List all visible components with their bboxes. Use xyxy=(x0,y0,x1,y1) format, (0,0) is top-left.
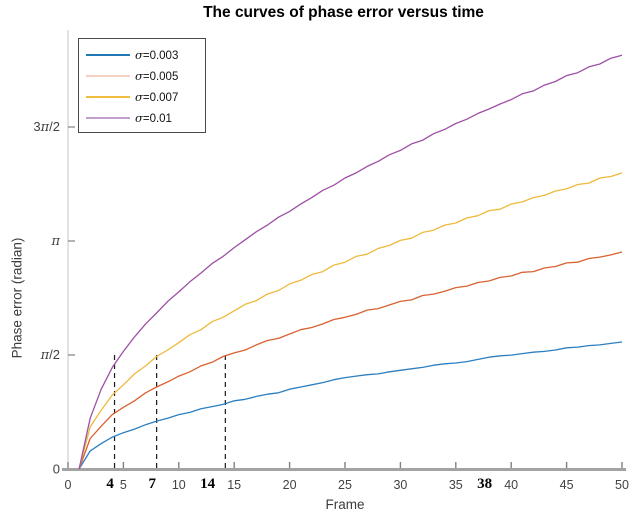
legend-label: σ=0.005 xyxy=(135,68,179,83)
x-tick-label: 0 xyxy=(64,478,72,492)
legend-label: σ=0.003 xyxy=(135,47,179,62)
legend-line-sample xyxy=(86,74,130,77)
x-tick-label: 15 xyxy=(227,478,242,492)
x-tick-label: 20 xyxy=(282,478,297,492)
legend-label: σ=0.01 xyxy=(135,110,172,125)
x-tick-label: 10 xyxy=(171,478,186,492)
curve-σ=0.005 xyxy=(78,251,623,470)
legend-item: σ=0.007 xyxy=(79,86,205,107)
curve-σ=0.01 xyxy=(78,54,623,470)
legend-line-sample xyxy=(86,53,130,56)
x-tick-label: 35 xyxy=(448,478,463,492)
crossing-frame-annotation: 14 xyxy=(200,476,216,492)
crossing-frame-annotation: 4 xyxy=(106,476,114,492)
x-tick-label: 30 xyxy=(393,478,408,492)
x-axis-label: Frame xyxy=(325,497,365,512)
legend-line-sample xyxy=(86,95,130,98)
legend-box: σ=0.003 σ=0.005 σ=0.007 σ=0.01 xyxy=(78,38,206,133)
chart-title: The curves of phase error versus time xyxy=(203,4,484,21)
y-tick-label: π xyxy=(51,234,60,249)
legend-line-sample xyxy=(86,116,130,119)
crossing-frame-annotation: 38 xyxy=(477,476,493,492)
curve-σ=0.007 xyxy=(78,172,623,470)
y-tick-label: 3π/2 xyxy=(33,119,60,135)
curve-σ=0.003 xyxy=(78,341,623,470)
y-tick-label: π/2 xyxy=(40,347,60,363)
x-tick-label: 45 xyxy=(559,478,574,492)
crossing-frame-annotation: 7 xyxy=(148,476,156,492)
legend-item: σ=0.005 xyxy=(79,65,205,86)
legend-item: σ=0.01 xyxy=(79,107,205,128)
x-tick-label: 5 xyxy=(119,478,127,492)
x-tick-label: 25 xyxy=(338,478,352,492)
x-tick-label: 50 xyxy=(615,478,629,492)
legend-item: σ=0.003 xyxy=(79,44,205,65)
y-tick-label: 0 xyxy=(52,461,60,477)
x-tick-label: 40 xyxy=(504,478,519,492)
legend-label: σ=0.007 xyxy=(135,89,179,104)
